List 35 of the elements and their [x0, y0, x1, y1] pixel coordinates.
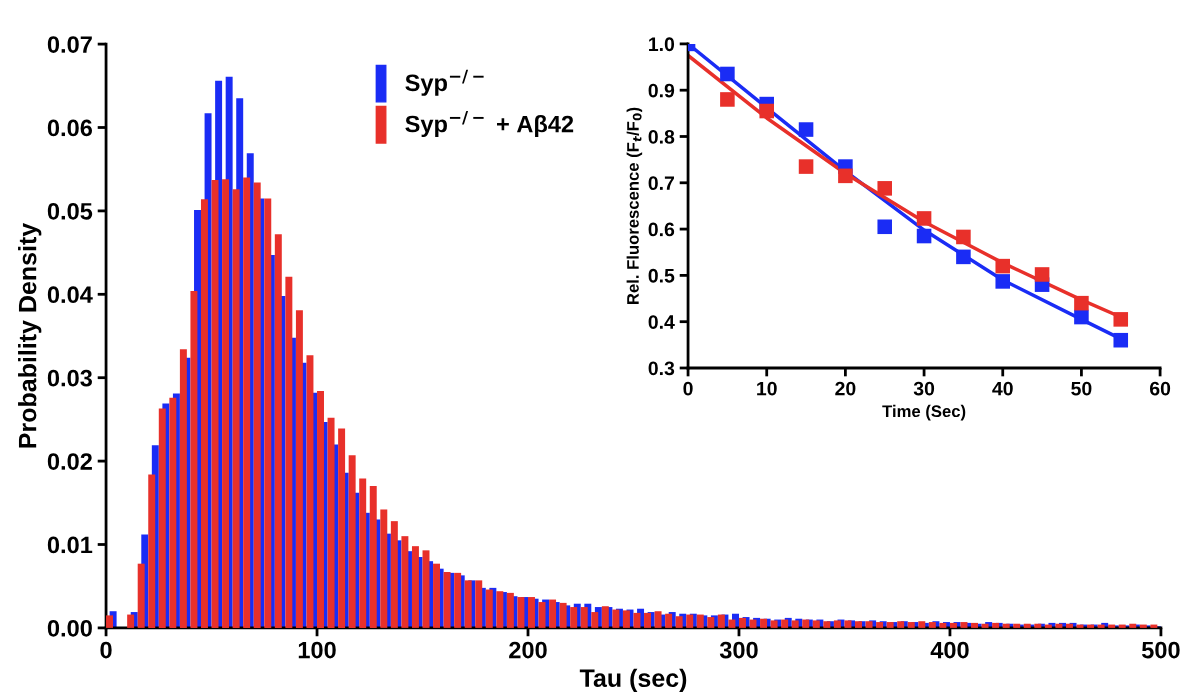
- y-tick-label: 0.3: [648, 361, 675, 376]
- y-tick-label: 0.4: [648, 315, 675, 329]
- x-tick-label: 0: [100, 641, 112, 659]
- x-tick-label: 40: [992, 381, 1013, 396]
- y-tick-label: 0.06: [47, 119, 93, 137]
- y-tick-label: 0.8: [648, 129, 675, 144]
- x-axis-title: Time (Sec): [882, 404, 966, 421]
- y-tick-label: 0.9: [648, 83, 675, 98]
- y-tick-label: 0.04: [47, 286, 93, 304]
- y-tick-label: 1.0: [649, 37, 675, 52]
- x-tick-label: 300: [719, 641, 758, 659]
- x-tick-label: 50: [1071, 381, 1092, 396]
- y-tick-label: 0.05: [47, 202, 93, 220]
- y-tick-label: 0.01: [47, 536, 93, 554]
- legend-label: Syp$^{−/−}$: [405, 69, 484, 96]
- x-tick-label: 30: [913, 381, 935, 396]
- y-tick-label: 0.02: [47, 453, 92, 470]
- x-tick-label: 60: [1149, 381, 1171, 396]
- y-tick-label: 0.03: [47, 369, 93, 387]
- y-tick-label: 0.7: [648, 176, 674, 191]
- x-tick-label: 200: [509, 641, 547, 659]
- x-tick-label: 400: [930, 641, 969, 659]
- y-axis-title: Rel. Fluorescence (F$_{t}$/F$_{0}$): [626, 107, 643, 304]
- x-tick-label: 0: [683, 381, 693, 396]
- y-tick-label: 0.5: [648, 268, 675, 283]
- y-axis-title: Probability Density: [18, 222, 42, 448]
- y-tick-label: 0.00: [47, 619, 92, 637]
- legend-label: Syp$^{−/−}$ + Aβ42: [405, 111, 574, 138]
- y-tick-label: 0.6: [648, 222, 675, 237]
- x-axis-title: Tau (sec): [579, 668, 687, 692]
- x-tick-label: 100: [298, 641, 336, 659]
- x-tick-label: 10: [757, 381, 777, 396]
- y-tick-label: 0.07: [47, 36, 92, 53]
- x-tick-label: 20: [835, 381, 856, 396]
- x-tick-label: 500: [1141, 641, 1180, 659]
